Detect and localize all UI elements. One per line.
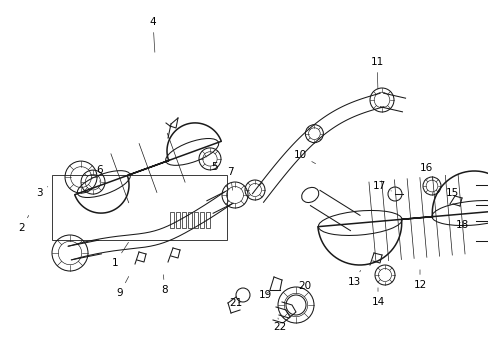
Bar [200,212,203,228]
Bar [187,212,192,228]
Bar [182,212,185,228]
Text: 14: 14 [370,288,384,307]
Text: 13: 13 [346,270,360,287]
Bar [176,212,180,228]
Bar [52,175,226,240]
Text: 4: 4 [149,17,156,52]
Text: 1: 1 [111,242,128,268]
Text: 20: 20 [298,281,311,291]
Text: 16: 16 [419,163,432,179]
Bar [205,212,209,228]
Text: 11: 11 [369,57,383,89]
Text: 6: 6 [97,165,103,182]
Text: 5: 5 [204,155,217,172]
Text: 21: 21 [229,298,242,308]
Text: 18: 18 [454,220,468,230]
Text: 12: 12 [412,270,426,290]
Text: 19: 19 [258,290,271,300]
Text: 7: 7 [226,167,233,190]
Text: 9: 9 [117,276,128,298]
Text: 15: 15 [445,188,458,205]
Bar [170,212,174,228]
Text: 10: 10 [293,150,315,164]
Text: 17: 17 [372,181,390,191]
Text: 2: 2 [19,215,29,233]
Text: 22: 22 [273,318,286,332]
Text: 8: 8 [162,275,168,295]
Text: 3: 3 [36,186,48,198]
Bar [194,212,198,228]
